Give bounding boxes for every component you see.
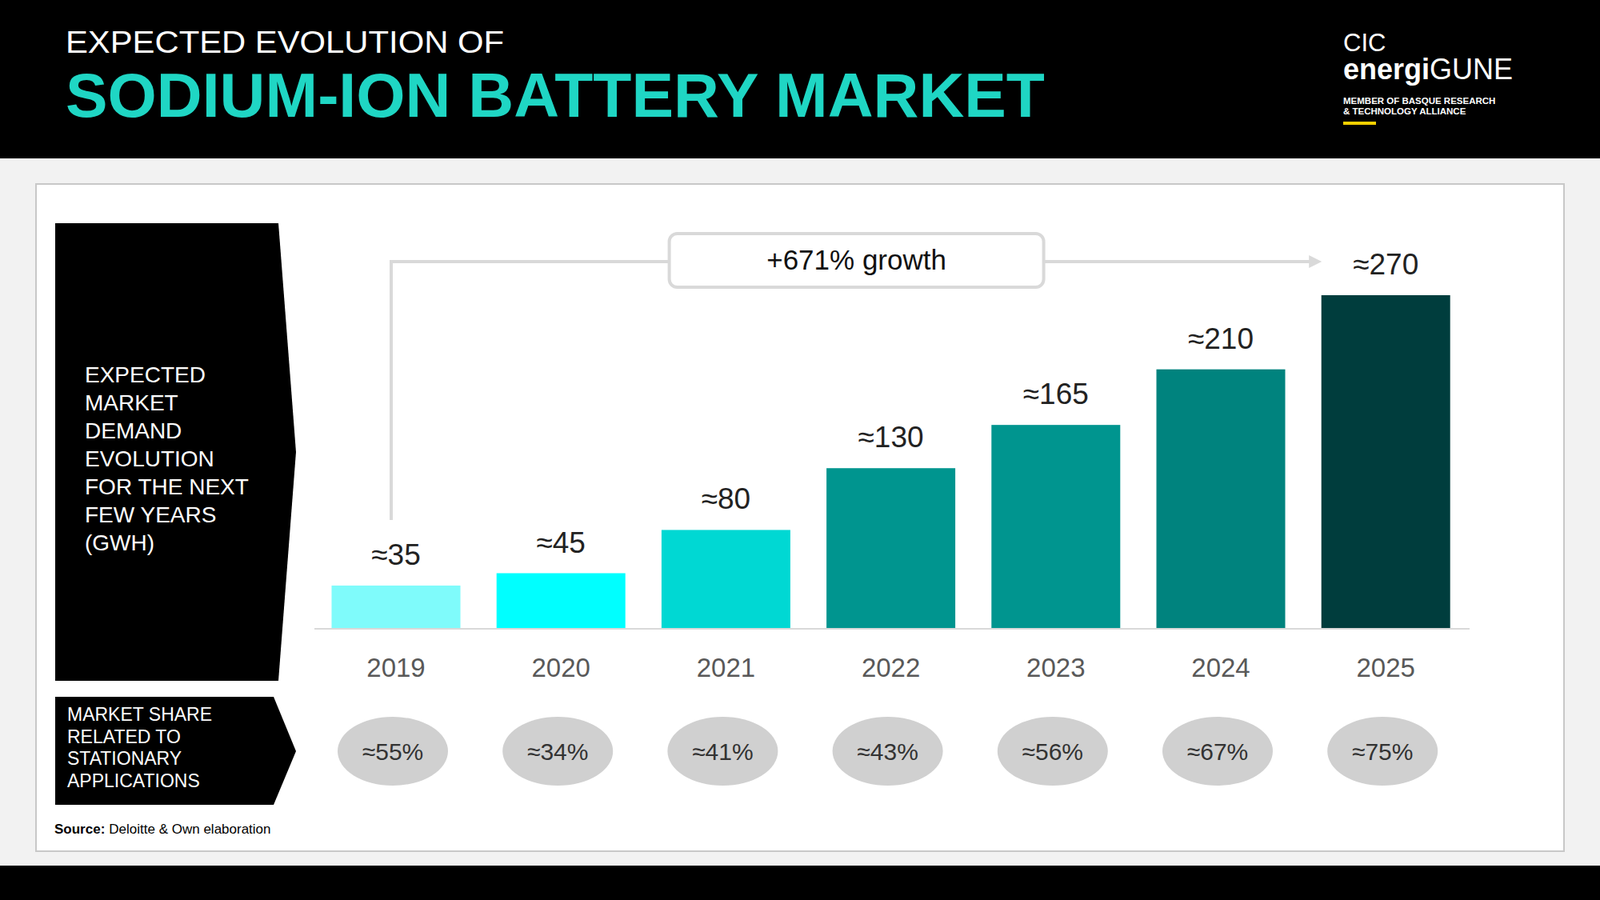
share-label-box	[55, 696, 296, 805]
share-bubble	[337, 716, 448, 786]
bar	[332, 585, 461, 629]
share-bubble	[502, 716, 613, 786]
share-bubble	[1327, 716, 1438, 786]
share-label-line: STATIONARY	[67, 748, 182, 769]
bar	[496, 573, 626, 630]
growth-arrow	[391, 261, 1311, 520]
growth-box	[669, 233, 1044, 288]
share-label-value: ≈56%	[1022, 738, 1084, 765]
bar	[826, 468, 956, 629]
data-label: ≈80	[701, 482, 751, 516]
data-label: ≈270	[1352, 248, 1419, 281]
logo-tagline: MEMBER OF BASQUE RESEARCH	[1343, 96, 1496, 106]
share-bubble	[832, 716, 944, 786]
x-tick-label: 2023	[1026, 652, 1085, 683]
data-label: ≈45	[536, 526, 585, 560]
x-tick-label: 2021	[696, 652, 756, 683]
logo-brand-rest: GUNE	[1429, 52, 1513, 86]
x-tick-label: 2020	[531, 652, 590, 683]
title: SODIUM-ION BATTERY MARKET	[65, 60, 1045, 131]
logo-brand: energiGUNE	[1343, 52, 1513, 86]
share-label-value: ≈41%	[692, 738, 754, 765]
x-tick-label: 2024	[1191, 652, 1250, 683]
subtitle: EXPECTED EVOLUTION OF	[65, 25, 504, 60]
ylabel-line: MARKET	[84, 390, 179, 416]
growth-annotation: +671% growth	[766, 244, 947, 276]
header-band	[0, 0, 1600, 159]
bar	[1321, 295, 1451, 629]
share-label-value: ≈55%	[362, 738, 424, 765]
ylabel-line: FOR THE NEXT	[84, 474, 249, 500]
source-label: Source:	[54, 821, 105, 837]
baseline	[314, 628, 1470, 630]
ylabel-line: EVOLUTION	[84, 446, 215, 472]
bars	[332, 295, 1451, 629]
ylabel: EXPECTEDMARKETDEMANDEVOLUTIONFOR THE NEX…	[84, 362, 249, 556]
data-label: ≈165	[1023, 377, 1089, 411]
share-label: MARKET SHARERELATED TOSTATIONARYAPPLICAT…	[67, 704, 212, 792]
share-bubble	[667, 716, 778, 786]
page: EXPECTED EVOLUTION OFSODIUM-ION BATTERY …	[0, 0, 1600, 900]
ylabel-box	[55, 223, 296, 681]
background	[0, 0, 1600, 900]
bar	[1156, 369, 1286, 629]
bar	[991, 424, 1120, 629]
ylabel-line: FEW YEARS	[84, 502, 216, 528]
data-label: ≈130	[858, 420, 924, 454]
ylabel-line: EXPECTED	[84, 362, 206, 388]
x-tick-label: 2019	[366, 652, 425, 683]
share-bubble	[997, 716, 1108, 786]
share-label-value: ≈75%	[1352, 738, 1414, 765]
ylabel-line: DEMAND	[84, 418, 182, 444]
source-text: Deloitte & Own elaboration	[108, 821, 271, 837]
bar	[661, 529, 791, 629]
data-label: ≈210	[1188, 322, 1254, 356]
x-tick-label: 2025	[1356, 652, 1415, 683]
panel	[36, 184, 1564, 852]
share-label-line: RELATED TO	[67, 726, 181, 748]
growth-arrowhead	[1308, 255, 1322, 268]
share-label-value: ≈43%	[856, 738, 919, 765]
data-label: ≈35	[371, 538, 420, 572]
share-bubble	[1162, 716, 1273, 786]
logo-tagline: & TECHNOLOGY ALLIANCE	[1343, 106, 1467, 116]
footer-band	[0, 865, 1600, 900]
logo-brand-bold: energi	[1343, 52, 1430, 86]
logo-underline	[1343, 121, 1376, 125]
share-label-line: APPLICATIONS	[67, 770, 200, 792]
share-label-value: ≈67%	[1187, 738, 1249, 765]
ylabel-line: (GWH)	[84, 530, 155, 556]
x-tick-label: 2022	[861, 652, 920, 683]
share-label-value: ≈34%	[527, 738, 589, 765]
share-label-line: MARKET SHARE	[67, 704, 212, 725]
source: Source:Deloitte & Own elaboration	[54, 821, 272, 837]
